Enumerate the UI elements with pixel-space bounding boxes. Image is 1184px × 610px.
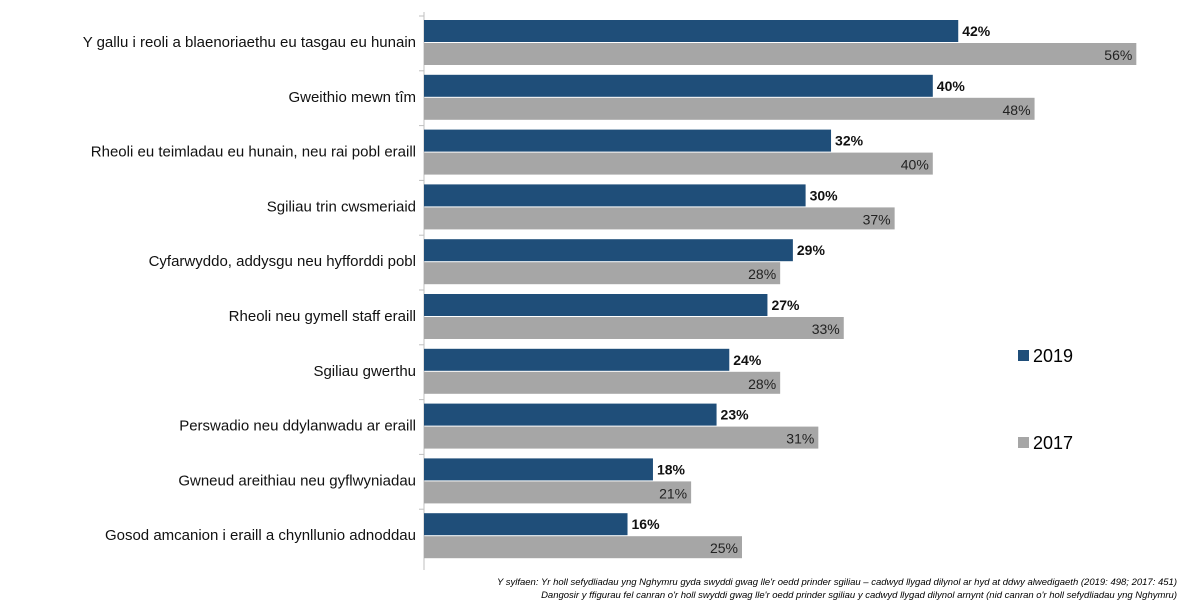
data-label-2017: 25% [710,540,738,556]
legend-swatch-2017 [1018,437,1029,448]
data-label-2019: 18% [657,461,686,477]
bar-2017 [424,371,781,394]
data-label-2017: 37% [863,211,891,227]
data-label-2019: 40% [937,78,966,94]
category-label: Gwneud areithiau neu gyflwyniadau [178,472,416,489]
bar-2019 [424,239,793,262]
data-label-2017: 56% [1104,47,1132,63]
bar-2017 [424,152,933,175]
data-label-2019: 29% [797,242,826,258]
legend-label-2019: 2019 [1033,346,1074,366]
data-label-2019: 16% [632,516,661,532]
data-label-2017: 21% [659,485,687,501]
bar-2019 [424,74,933,97]
category-label: Sgiliau trin cwsmeriaid [267,198,416,215]
category-label: Y gallu i reoli a blaenoriaethu eu tasga… [83,34,416,51]
category-label: Rheoli eu teimladau eu hunain, neu rai p… [91,144,416,161]
data-label-2017: 28% [748,266,776,282]
bar-2017 [424,426,819,449]
bar-2017 [424,43,1137,65]
bar-2017 [424,97,1035,120]
bar-2019 [424,129,832,152]
legend-item-2019: 2019 [1018,346,1073,367]
bar-2019 [424,20,959,42]
bar-2019 [424,348,730,371]
category-label: Rheoli neu gymell staff eraill [229,308,416,325]
data-label-2017: 40% [901,157,929,173]
data-label-2017: 48% [1003,102,1031,118]
data-label-2019: 32% [835,133,864,149]
legend-item-2017: 2017 [1018,433,1073,454]
data-label-2019: 23% [721,407,750,423]
category-label: Gosod amcanion i eraill a chynllunio adn… [105,527,416,544]
footnote-base: Y sylfaen: Yr holl sefydliadau yng Nghym… [496,577,1177,588]
data-label-2017: 31% [786,431,814,447]
category-label: Gweithio mewn tîm [288,89,416,106]
data-label-2017: 28% [748,376,776,392]
bar-2017 [424,481,692,504]
category-label: Perswadio neu ddylanwadu ar eraill [179,418,416,435]
data-label-2019: 30% [810,187,839,203]
bar-2017 [424,207,895,230]
bar-2019 [424,458,653,481]
category-label: Sgiliau gwerthu [313,363,416,380]
bar-2019 [424,184,806,207]
legend-swatch-2019 [1018,350,1029,361]
legend-label-2017: 2017 [1033,433,1074,453]
data-label-2017: 33% [812,321,840,337]
data-label-2019: 27% [771,297,800,313]
bar-2019 [424,513,628,536]
footnote-note: Dangosir y ffigurau fel canran o'r holl … [541,590,1177,601]
bar-2019 [424,403,717,426]
bar-2017 [424,317,844,339]
data-label-2019: 24% [733,352,762,368]
category-label: Cyfarwyddo, addysgu neu hyfforddi pobl [149,253,416,270]
bar-2019 [424,294,768,316]
data-label-2019: 42% [962,23,991,39]
bar-2017 [424,536,742,559]
bar-2017 [424,262,781,285]
